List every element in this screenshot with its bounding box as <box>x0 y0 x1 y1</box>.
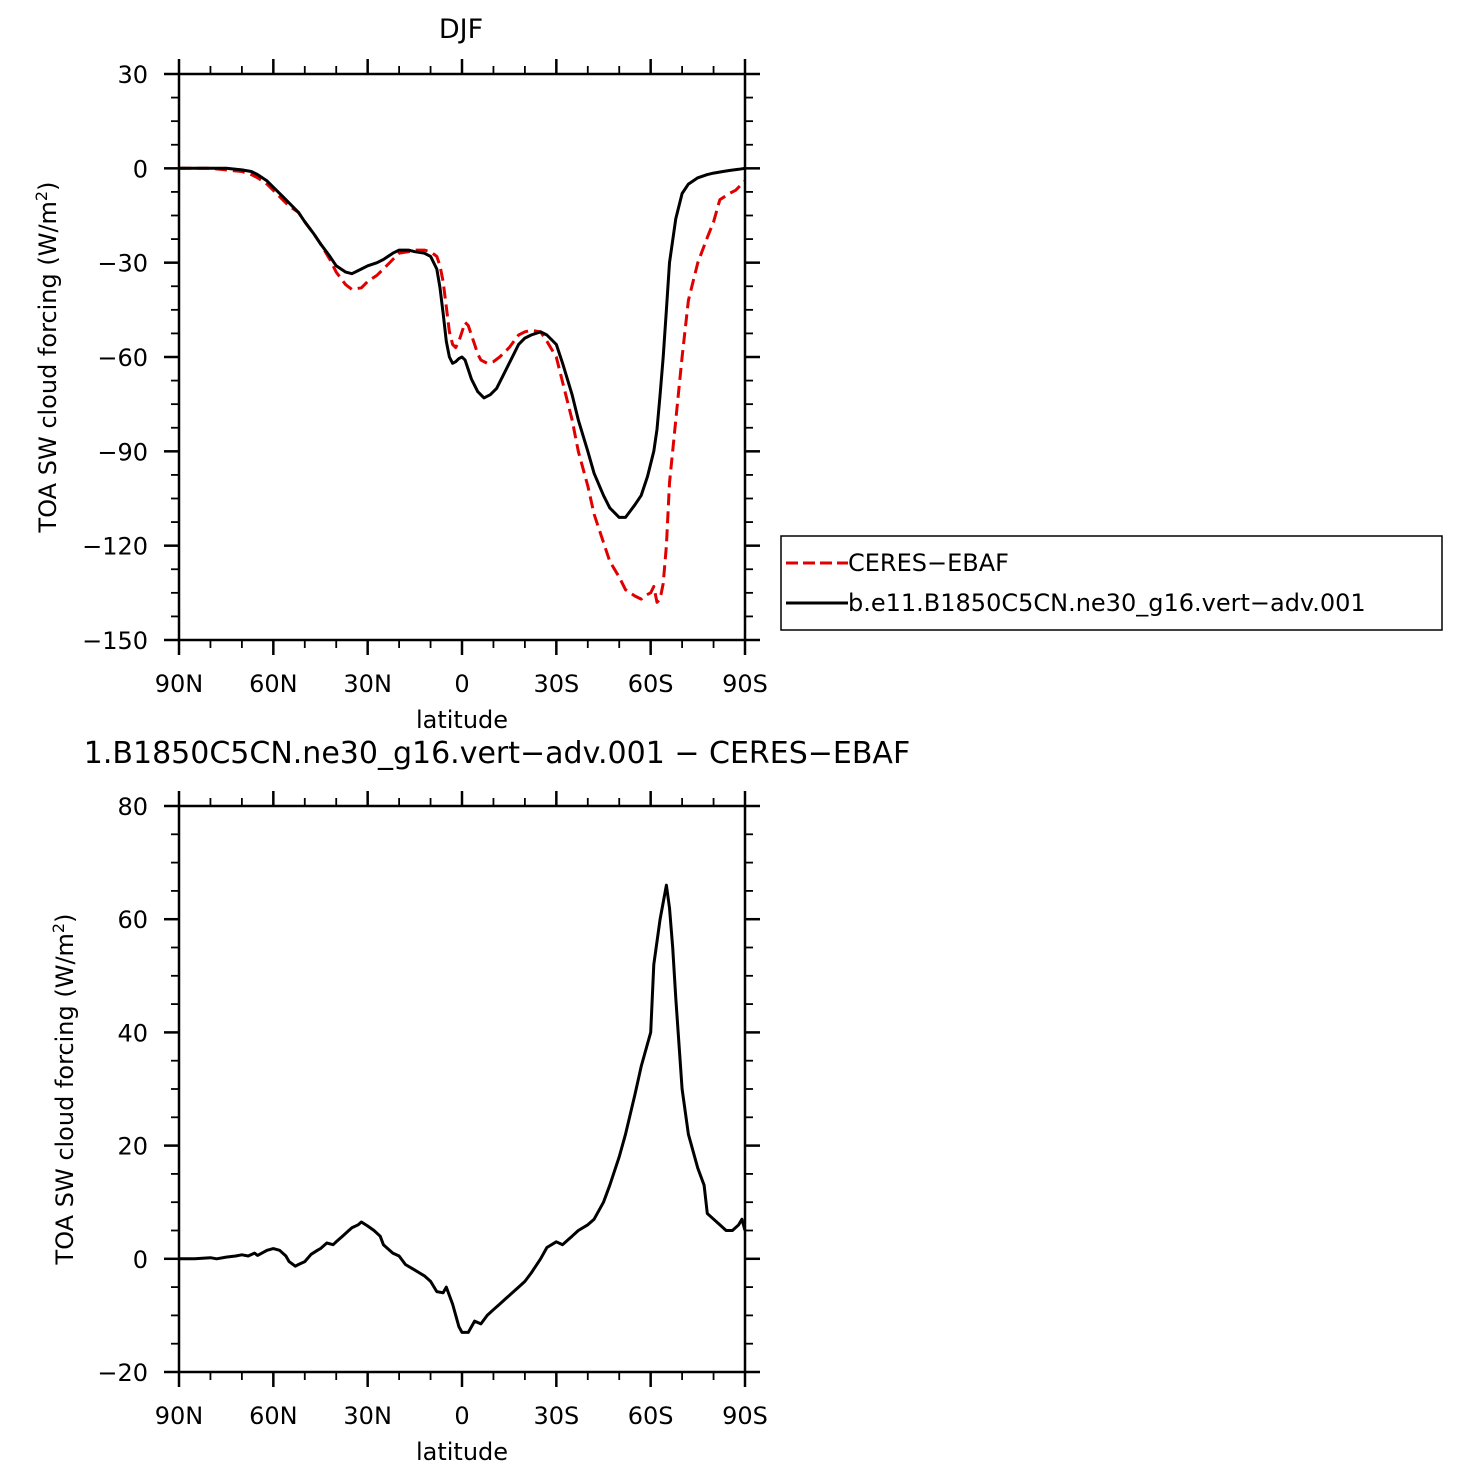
ytick-label: 60 <box>117 906 148 934</box>
panel-top: DJF 30 0 −30 −60 −90 −120 −150 90N 60N 30N 0 30S 60… <box>32 14 768 734</box>
panel-bottom-ylabel-close: ) <box>51 914 79 923</box>
panel-top-xtick-labels: 90N 60N 30N 0 30S 60S 90S <box>155 670 768 698</box>
panel-top-frame <box>177 72 747 642</box>
panel-bottom-xtick-labels: 90N 60N 30N 0 30S 60S 90S <box>155 1402 768 1430</box>
xtick-label: 30S <box>533 1402 579 1430</box>
panel-bottom-title: 1.B1850C5CN.ne30_g16.vert−adv.001 − CERE… <box>84 736 910 771</box>
xtick-label: 60N <box>249 1402 298 1430</box>
xtick-label: 30S <box>533 670 579 698</box>
ytick-label: −90 <box>97 438 148 466</box>
xtick-label: 60S <box>628 670 674 698</box>
panel-bottom-frame <box>177 804 747 1374</box>
xtick-label: 90S <box>722 1402 768 1430</box>
xtick-label: 90S <box>722 670 768 698</box>
panel-top-ticks <box>164 59 760 655</box>
panel-bottom-ylabel: TOA SW cloud forcing (W/m2) <box>49 914 79 1266</box>
panel-bottom: 1.B1850C5CN.ne30_g16.vert−adv.001 − CERE… <box>49 736 910 1466</box>
ytick-label: 30 <box>117 61 148 89</box>
panel-top-title: DJF <box>439 14 483 45</box>
panel-top-ylabel-close: ) <box>34 182 62 191</box>
ytick-label: −20 <box>97 1359 148 1387</box>
xtick-label: 60S <box>628 1402 674 1430</box>
ytick-label: 40 <box>117 1019 148 1047</box>
xtick-label: 60N <box>249 670 298 698</box>
panel-top-ylabel-sup: 2 <box>32 191 51 201</box>
ytick-label: 80 <box>117 793 148 821</box>
legend-label-model: b.e11.B1850C5CN.ne30_g16.vert−adv.001 <box>848 589 1366 617</box>
ytick-label: −150 <box>82 627 148 655</box>
xtick-label: 30N <box>343 670 392 698</box>
xtick-label: 0 <box>454 670 469 698</box>
series-line-model <box>179 166 746 519</box>
panel-bottom-series <box>179 883 747 1334</box>
ytick-label: 20 <box>117 1133 148 1161</box>
panel-top-ylabel: TOA SW cloud forcing (W/m2) <box>32 182 62 534</box>
xtick-label: 30N <box>343 1402 392 1430</box>
ytick-label: 0 <box>133 155 148 183</box>
xtick-label: 90N <box>155 1402 204 1430</box>
panel-bottom-xlabel: latitude <box>416 1438 508 1466</box>
panel-top-series <box>179 166 747 604</box>
panel-bottom-ticks <box>164 791 760 1387</box>
ytick-label: −60 <box>97 344 148 372</box>
legend-box <box>780 535 1443 631</box>
xtick-label: 0 <box>454 1402 469 1430</box>
panel-bottom-ylabel-sup: 2 <box>49 923 68 933</box>
legend: CERES−EBAF b.e11.B1850C5CN.ne30_g16.vert… <box>780 535 1443 631</box>
panel-top-xlabel: latitude <box>416 706 508 734</box>
ytick-label: 0 <box>133 1246 148 1274</box>
panel-top-ytick-labels: 30 0 −30 −60 −90 −120 −150 <box>82 61 148 655</box>
xtick-label: 90N <box>155 670 204 698</box>
panel-top-ylabel-main: TOA SW cloud forcing (W/m <box>34 201 62 533</box>
series-line-difference <box>179 883 747 1334</box>
panel-bottom-ylabel-main: TOA SW cloud forcing (W/m <box>51 933 79 1265</box>
panel-bottom-ytick-labels: 80 60 40 20 0 −20 <box>97 793 148 1387</box>
ytick-label: −30 <box>97 250 148 278</box>
ytick-label: −120 <box>82 533 148 561</box>
legend-label-ceres: CERES−EBAF <box>848 549 1009 577</box>
